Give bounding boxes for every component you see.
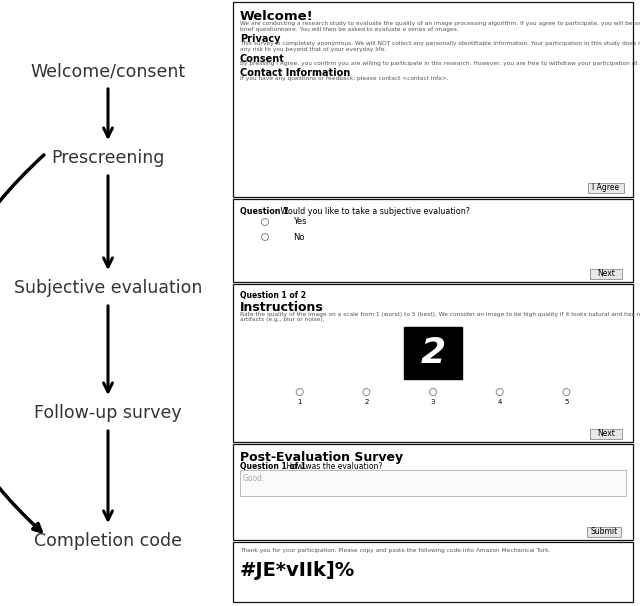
FancyBboxPatch shape	[233, 444, 633, 540]
Text: Contact Information: Contact Information	[240, 68, 350, 79]
Text: Would you like to take a subjective evaluation?: Would you like to take a subjective eval…	[278, 207, 470, 216]
Text: #JE*vIIk]%: #JE*vIIk]%	[240, 561, 355, 580]
Text: Consent: Consent	[240, 54, 285, 64]
Text: 3: 3	[431, 399, 435, 405]
Text: Privacy: Privacy	[240, 34, 280, 44]
Text: 5: 5	[564, 399, 568, 405]
Text: Question 1 of 2: Question 1 of 2	[240, 291, 306, 300]
Text: Post-Evaluation Survey: Post-Evaluation Survey	[240, 451, 403, 464]
Text: Instructions: Instructions	[240, 301, 324, 314]
Text: This survey is completely anonymous. We will NOT collect any personally identifi: This survey is completely anonymous. We …	[240, 41, 640, 47]
Text: By pressing I Agree, you confirm you are willing to participate in this research: By pressing I Agree, you confirm you are…	[240, 61, 640, 67]
FancyBboxPatch shape	[233, 199, 633, 282]
FancyBboxPatch shape	[240, 470, 626, 496]
FancyBboxPatch shape	[587, 527, 621, 537]
Text: Submit: Submit	[590, 527, 618, 536]
Text: Thank you for your participation. Please copy and paste the following code into : Thank you for your participation. Please…	[240, 548, 550, 553]
Text: I Agree: I Agree	[593, 184, 620, 193]
Text: If you have any questions or feedback, please contact <contact info>.: If you have any questions or feedback, p…	[240, 76, 449, 81]
Text: Next: Next	[597, 430, 615, 439]
Text: Yes: Yes	[293, 218, 307, 227]
Text: Subjective evaluation: Subjective evaluation	[14, 279, 202, 297]
FancyBboxPatch shape	[404, 327, 462, 379]
Text: Question 1 of 1: Question 1 of 1	[240, 462, 306, 471]
FancyArrowPatch shape	[0, 155, 44, 531]
Text: We are conducting a research study to evaluate the quality of an image processin: We are conducting a research study to ev…	[240, 21, 640, 26]
FancyBboxPatch shape	[233, 284, 633, 442]
FancyBboxPatch shape	[588, 183, 624, 193]
Text: Welcome!: Welcome!	[240, 10, 314, 23]
Text: 4: 4	[497, 399, 502, 405]
Text: brief questionnaire. You will then be asked to evaluate a series of images.: brief questionnaire. You will then be as…	[240, 27, 459, 32]
Text: Next: Next	[597, 270, 615, 279]
Text: artifacts (e.g., blur or noise).: artifacts (e.g., blur or noise).	[240, 318, 324, 322]
Text: Follow-up survey: Follow-up survey	[34, 404, 182, 422]
Text: 1: 1	[298, 399, 302, 405]
Text: No: No	[293, 233, 305, 242]
FancyBboxPatch shape	[233, 2, 633, 197]
FancyBboxPatch shape	[233, 542, 633, 602]
Text: 2: 2	[364, 399, 369, 405]
Text: How was the evaluation?: How was the evaluation?	[284, 462, 382, 471]
Text: Prescreening: Prescreening	[51, 149, 164, 167]
FancyBboxPatch shape	[590, 429, 622, 439]
Text: Good.: Good.	[243, 474, 266, 483]
FancyBboxPatch shape	[590, 269, 622, 279]
Text: Welcome/consent: Welcome/consent	[31, 62, 186, 80]
Text: 2: 2	[420, 336, 445, 370]
Text: Completion code: Completion code	[34, 532, 182, 550]
Text: Rate the quality of the image on a scale from 1 (worst) to 5 (best). We consider: Rate the quality of the image on a scale…	[240, 312, 640, 317]
Text: Question 1: Question 1	[240, 207, 289, 216]
Text: any risk to you beyond that of your everyday life.: any risk to you beyond that of your ever…	[240, 47, 387, 52]
